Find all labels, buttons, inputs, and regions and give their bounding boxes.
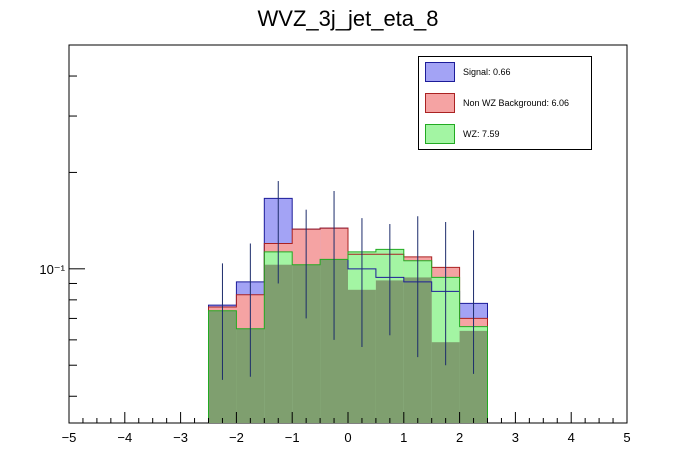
- y-tick-label: 10⁻¹: [39, 262, 65, 277]
- legend-label-wz: WZ: 7.59: [463, 129, 500, 139]
- x-tick-label: 0: [344, 430, 351, 445]
- legend-entry-signal: Signal: 0.66: [425, 61, 511, 83]
- x-tick-label: 2: [456, 430, 463, 445]
- bar-overlap-2: [264, 264, 293, 423]
- x-tick-label: −5: [62, 430, 77, 445]
- x-tick-label: −4: [117, 430, 132, 445]
- x-tick-label: 4: [568, 430, 575, 445]
- x-tick-label: 5: [623, 430, 630, 445]
- legend-swatch-signal: [425, 62, 455, 82]
- legend-swatch-wz: [425, 124, 455, 144]
- x-tick-label: −2: [229, 430, 244, 445]
- legend-swatch-non-wz-background: [425, 93, 455, 113]
- legend-entry-non-wz-background: Non WZ Background: 6.06: [425, 92, 569, 114]
- x-tick-label: −3: [173, 430, 188, 445]
- legend-entry-wz: WZ: 7.59: [425, 123, 500, 145]
- legend-label-signal: Signal: 0.66: [463, 67, 511, 77]
- x-tick-label: 3: [512, 430, 519, 445]
- legend: Signal: 0.66 Non WZ Background: 6.06 WZ:…: [418, 56, 592, 150]
- legend-label-non-wz-background: Non WZ Background: 6.06: [463, 98, 570, 108]
- x-tick-label: −1: [285, 430, 300, 445]
- x-tick-label: 1: [400, 430, 407, 445]
- chart-title: WVZ_3j_jet_eta_8: [257, 6, 439, 31]
- outline-non-wz-background: [208, 227, 488, 423]
